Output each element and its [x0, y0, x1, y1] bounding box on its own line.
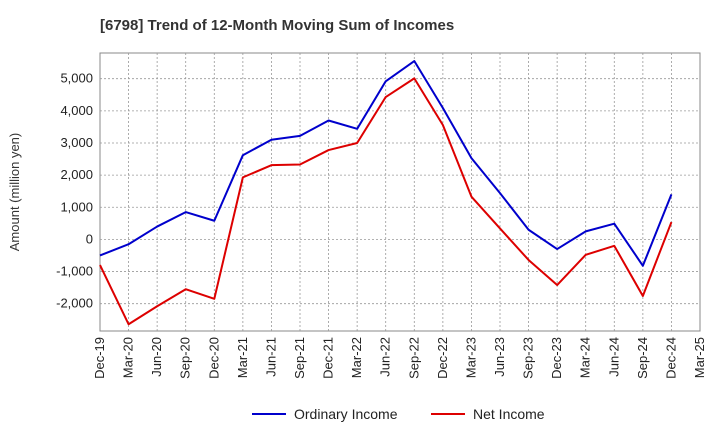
chart-title: [6798] Trend of 12-Month Moving Sum of I…: [100, 17, 454, 34]
grid-lines: [100, 53, 700, 331]
x-tick-label: Mar-24: [578, 337, 593, 378]
legend: Ordinary Income Net Income: [252, 406, 545, 422]
x-tick-label: Dec-24: [663, 337, 678, 379]
legend-label-ordinary-income: Ordinary Income: [294, 406, 398, 422]
x-axis: Dec-19 Mar-20 Jun-20 Sep-20 Dec-20 Mar-21 Jun-…: [92, 337, 707, 379]
y-tick-label: 4,000: [60, 103, 93, 118]
x-tick-label: Dec-20: [206, 337, 221, 379]
series-lines: [99, 60, 673, 326]
y-tick-label: 0: [86, 231, 93, 246]
y-tick-label: 2,000: [60, 167, 93, 182]
y-axis: 5,000 4,000 3,000 2,000 1,000 0 -1,000 -2,000: [56, 71, 93, 311]
x-tick-label: Jun-21: [263, 337, 278, 377]
x-tick-label: Jun-24: [606, 337, 621, 377]
x-tick-label: Jun-23: [492, 337, 507, 377]
x-tick-label: Sep-23: [521, 337, 536, 379]
y-tick-label: 3,000: [60, 135, 93, 150]
plot-area: [99, 52, 701, 332]
x-tick-label: Mar-20: [121, 337, 136, 378]
x-tick-label: Mar-25: [692, 337, 707, 378]
x-tick-label: Mar-23: [463, 337, 478, 378]
series-line-ordinary-income: [99, 60, 673, 267]
x-tick-label: Dec-21: [321, 337, 336, 379]
x-tick-label: Mar-21: [235, 337, 250, 378]
x-tick-label: Sep-21: [292, 337, 307, 379]
x-tick-label: Dec-19: [92, 337, 107, 379]
y-tick-label: -1,000: [56, 264, 93, 279]
x-tick-label: Sep-20: [178, 337, 193, 379]
x-tick-label: Sep-22: [406, 337, 421, 379]
x-tick-label: Sep-24: [635, 337, 650, 379]
x-tick-label: Jun-22: [378, 337, 393, 377]
legend-label-net-income: Net Income: [473, 406, 545, 422]
x-tick-label: Mar-22: [349, 337, 364, 378]
y-tick-label: 1,000: [60, 199, 93, 214]
x-tick-label: Dec-23: [549, 337, 564, 379]
x-tick-label: Dec-22: [435, 337, 450, 379]
y-tick-label: 5,000: [60, 71, 93, 86]
y-axis-label: Amount (million yen): [7, 133, 22, 252]
series-line-net-income: [99, 77, 673, 326]
y-tick-label: -2,000: [56, 296, 93, 311]
x-tick-label: Jun-20: [149, 337, 164, 377]
